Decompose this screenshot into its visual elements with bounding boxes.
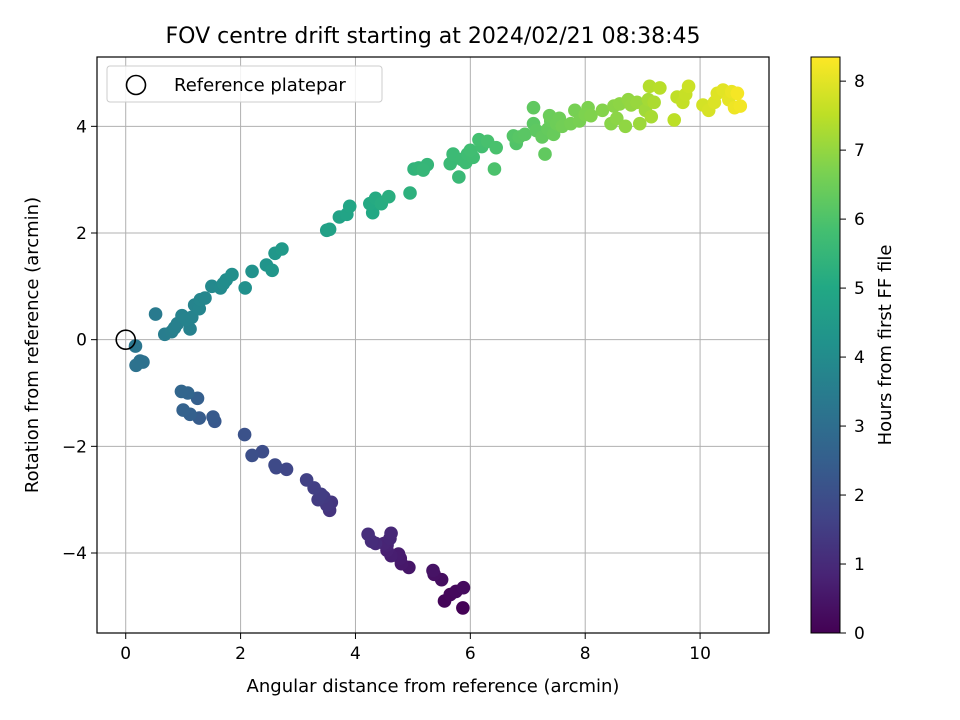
data-point [237,427,252,442]
data-point [667,113,682,127]
x-tick-label: 2 [235,644,246,664]
x-tick-label: 8 [580,644,591,664]
data-point [128,339,143,353]
data-point [279,462,294,477]
data-point [426,563,440,578]
data-point [456,601,470,615]
data-point [609,111,624,126]
colorbar-tick-label: 7 [854,141,865,161]
y-tick-label: −2 [62,437,87,457]
data-point [275,242,289,256]
data-point [463,143,478,158]
data-point [681,79,696,94]
x-tick-label: 4 [350,644,361,664]
data-points [128,79,748,615]
colorbar-tick-label: 3 [854,417,865,437]
data-point [198,291,212,305]
data-point [381,189,396,204]
colorbar-label: Hours from first FF file [875,245,896,446]
data-point [384,526,398,541]
y-tick-label: 4 [76,117,87,137]
data-point [733,99,748,113]
data-point [632,116,647,131]
legend-box [106,65,383,103]
colorbar-tick-label: 4 [854,348,865,368]
data-point [322,222,337,237]
data-point [526,100,541,115]
data-point [245,264,259,279]
colorbar-tick-label: 6 [854,210,865,230]
data-point [489,140,503,155]
data-point [176,403,190,417]
x-axis-label: Angular distance from reference (arcmin) [247,676,620,697]
data-point [238,281,252,295]
y-tick-label: −4 [62,544,87,564]
x-axis-ticks: 0 2 4 6 8 10 [120,633,711,664]
data-point [225,267,239,282]
data-point [653,81,667,95]
data-point [630,95,644,110]
data-point [647,95,661,110]
colorbar-tick-label: 0 [854,624,865,644]
x-tick-label: 10 [689,644,711,664]
data-point [342,199,357,214]
reference-marker-layer [115,329,137,350]
data-point [265,263,279,278]
data-point [546,127,561,142]
data-point [456,580,471,595]
data-point [644,109,659,124]
data-point [595,103,610,118]
data-point [129,358,143,373]
data-point [255,444,270,459]
legend-marker-open-circle [125,74,147,96]
reference-platepar-marker [115,329,137,350]
plot-grid [97,57,769,633]
data-point [361,527,375,542]
plot-frame [96,56,770,634]
data-point [452,170,466,184]
y-axis-ticks: −4 −2 0 2 4 [62,117,97,564]
colorbar [810,56,841,634]
data-point [642,79,657,94]
data-point [538,147,552,161]
colorbar-tick-label: 8 [854,72,865,92]
colorbar-ticks: 0 1 2 3 4 5 6 7 8 [840,72,865,644]
colorbar-tick-label: 2 [854,486,865,506]
y-tick-label: 0 [76,331,87,351]
data-point [584,108,598,123]
chart-title: FOV centre drift starting at 2024/02/21 … [166,24,701,49]
legend-label: Reference platepar [174,75,346,96]
data-point [148,307,163,321]
data-point [518,127,532,142]
data-point [403,186,417,200]
x-tick-label: 0 [120,644,131,664]
data-point [268,458,282,472]
y-tick-label: 2 [76,224,87,244]
data-point [299,473,314,487]
data-point [730,86,745,101]
y-axis-label: Rotation from reference (arcmin) [22,197,43,493]
data-point [568,103,582,118]
data-point [174,384,189,399]
x-tick-label: 6 [465,644,476,664]
data-point [618,119,633,134]
data-point [206,410,220,424]
colorbar-tick-label: 5 [854,279,865,299]
legend: Reference platepar [106,65,383,103]
data-point [487,162,502,176]
data-point [416,163,431,177]
data-point [245,448,259,463]
colorbar-tick-label: 1 [854,555,865,575]
